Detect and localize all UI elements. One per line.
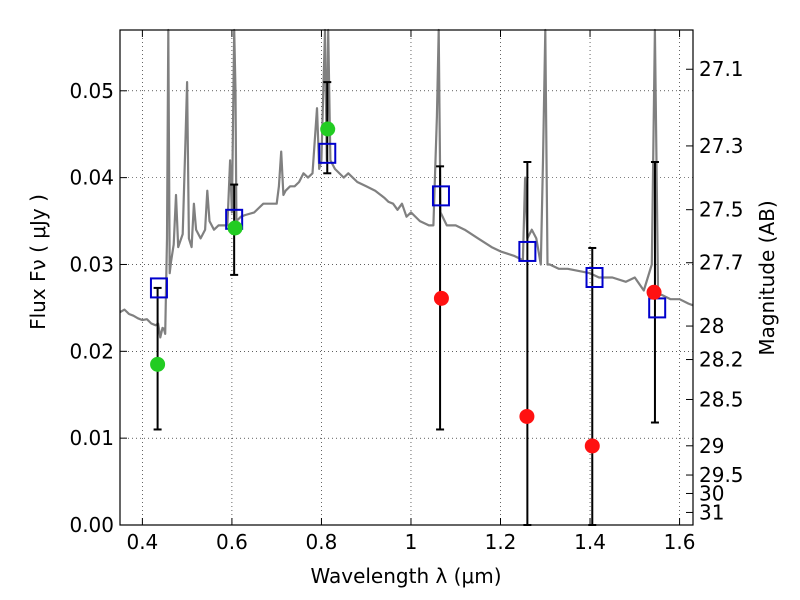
error-bar-layer <box>153 81 659 526</box>
x-tick-label: 0.6 <box>216 530 248 554</box>
x-tick-label: 1.6 <box>664 530 696 554</box>
magnitude-tick-label: 27.1 <box>699 57 744 81</box>
x-tick-label: 0.8 <box>306 530 338 554</box>
magnitude-tick-label: 28.5 <box>699 387 744 411</box>
x-axis: 0.4 0.6 0.8 1 1.2 1.4 1.6 <box>126 30 695 554</box>
y-tick-label: 0.02 <box>69 339 114 363</box>
measurement-layer <box>150 121 662 454</box>
upper-limit-point <box>584 438 600 454</box>
x-tick-label: 1.4 <box>574 530 606 554</box>
magnitude-tick-label: 29 <box>699 434 724 458</box>
magnitude-tick-label: 28 <box>699 314 724 338</box>
detection-point <box>320 121 336 137</box>
x-tick-label: 0.4 <box>126 530 158 554</box>
magnitude-tick-label: 27.5 <box>699 198 744 222</box>
spectrum-line <box>119 28 694 339</box>
x-tick-label: 1 <box>405 530 418 554</box>
x-axis-label: Wavelength λ (μm) <box>310 564 501 588</box>
magnitude-tick-label: 31 <box>699 500 724 524</box>
upper-limit-point <box>646 284 662 300</box>
model-photometry-square <box>318 142 337 164</box>
detection-point <box>150 356 166 372</box>
model-photometry-square <box>518 240 537 262</box>
y-tick-label: 0.01 <box>69 426 114 450</box>
y-tick-label: 0.05 <box>69 79 114 103</box>
magnitude-tick-label: 28.2 <box>699 348 744 372</box>
model-photometry-square <box>431 185 450 207</box>
model-photometry-square <box>648 297 667 319</box>
magnitude-tick-label: 27.7 <box>699 251 744 275</box>
detection-point <box>227 220 243 236</box>
model-photometry-layer <box>149 142 667 319</box>
y-tick-label: 0.04 <box>69 166 114 190</box>
y-axis: 0.00 0.01 0.02 0.03 0.04 0.05 <box>69 79 127 537</box>
plot-frame <box>119 29 694 526</box>
magnitude-tick-label: 27.3 <box>699 134 744 158</box>
y-tick-label: 0.00 <box>69 513 114 537</box>
upper-limit-point <box>433 290 449 306</box>
model-photometry-square <box>149 277 168 299</box>
magnitude-tick-label: 29.5 <box>699 463 744 487</box>
magnitude-tick-label: 30 <box>699 481 724 505</box>
y-axis-label: Flux Fν ( μJy ) <box>26 194 50 330</box>
magnitude-axis-label: Magnitude (AB) <box>755 200 779 355</box>
upper-limit-point <box>519 408 535 424</box>
model-photometry-square <box>585 267 604 288</box>
x-tick-label: 1.2 <box>485 530 517 554</box>
y-tick-label: 0.03 <box>69 252 114 276</box>
spectrum-layer <box>119 28 694 339</box>
